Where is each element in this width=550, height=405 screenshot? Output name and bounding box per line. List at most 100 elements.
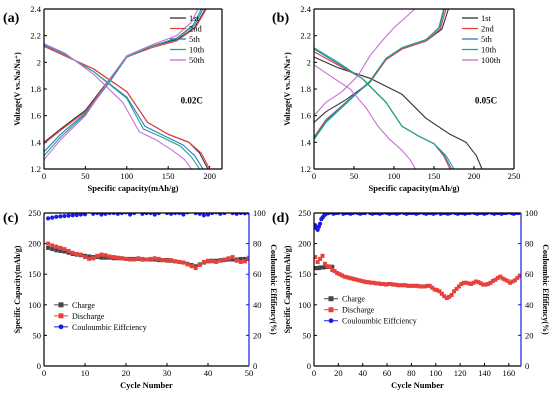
data-point-discharge	[456, 284, 461, 289]
legend-label: 2nd	[189, 24, 203, 34]
data-point-discharge	[332, 269, 337, 274]
y-tick-label: 1.8	[300, 84, 311, 94]
data-point-discharge	[503, 277, 508, 282]
data-point-discharge	[218, 258, 223, 263]
y-tick-label: 2.2	[30, 31, 41, 41]
data-point-discharge	[444, 296, 449, 301]
data-point-discharge	[201, 259, 206, 264]
y-tick-label: 1.4	[30, 137, 41, 147]
data-point-discharge	[342, 274, 347, 279]
data-point-discharge	[347, 275, 352, 280]
x-tick-label: 0	[42, 171, 46, 181]
series-line-1st-discharge	[314, 56, 483, 169]
y-tick-label: 50	[303, 330, 312, 340]
series-line-100th-discharge	[314, 64, 417, 169]
data-point-discharge	[327, 264, 332, 269]
legend-label: Discharge	[72, 312, 105, 321]
legend-marker	[328, 307, 334, 313]
data-point-discharge	[417, 284, 422, 289]
data-point-charge	[103, 255, 108, 260]
legend-label: 2nd	[481, 24, 495, 34]
y-axis-title: Specific Capacity(mAh/g)	[13, 245, 22, 333]
data-point-charge	[46, 245, 51, 250]
data-point-discharge	[91, 256, 96, 261]
legend-label: 10th	[189, 45, 205, 55]
data-point-couloumbic	[128, 213, 133, 217]
data-point-discharge	[374, 281, 379, 286]
data-point-discharge	[483, 282, 488, 287]
x-tick-label: 200	[203, 171, 216, 181]
data-point-couloumbic	[74, 213, 79, 218]
y-right-tick-label: 60	[253, 269, 262, 279]
x-tick-label: 30	[163, 368, 172, 378]
y-tick-label: 1.6	[30, 111, 41, 121]
data-point-charge	[50, 247, 55, 252]
data-point-discharge	[99, 252, 104, 257]
plot-area	[44, 9, 211, 169]
data-point-discharge	[107, 254, 112, 259]
rate-annotation: 0.05C	[475, 95, 497, 105]
panel-a: (a) 0 50 100 150 200 1.2 1.4 1.6 1.8 2 2.2 2.4 Specif…	[3, 4, 223, 193]
data-point-discharge	[386, 281, 391, 286]
data-point-discharge	[165, 258, 169, 263]
data-point-couloumbic	[205, 213, 211, 217]
x-tick-label: 40	[358, 368, 367, 378]
series-line-10th-discharge	[314, 47, 455, 169]
data-point-discharge	[50, 243, 55, 248]
data-point-discharge	[425, 283, 430, 288]
y-right-tick-label: 60	[525, 269, 534, 279]
data-point-discharge	[437, 289, 442, 294]
data-point-discharge	[466, 281, 471, 286]
data-point-couloumbic	[201, 213, 206, 218]
data-point-couloumbic	[58, 214, 63, 219]
data-point-discharge	[430, 285, 435, 290]
data-point-discharge	[46, 241, 51, 246]
y-tick-label: 1.2	[30, 164, 41, 174]
data-point-discharge	[427, 283, 432, 288]
data-point-discharge	[481, 282, 486, 287]
data-point-discharge	[432, 287, 437, 292]
data-point-discharge	[181, 260, 186, 265]
data-point-couloumbic	[66, 213, 71, 218]
data-point-discharge	[247, 255, 249, 260]
x-axis-title: Cycle Number	[120, 380, 173, 390]
data-point-discharge	[74, 252, 79, 257]
data-point-discharge	[349, 276, 354, 281]
data-point-couloumbic	[197, 213, 202, 216]
data-point-discharge	[318, 256, 323, 261]
data-point-discharge	[493, 277, 498, 282]
data-point-discharge	[464, 280, 469, 285]
data-point-discharge	[439, 291, 444, 296]
data-point-discharge	[62, 247, 67, 252]
data-point-discharge	[364, 280, 369, 285]
y-tick-label: 250	[28, 208, 41, 218]
series-line-10th-charge	[44, 9, 202, 157]
rate-annotation: 0.02C	[181, 95, 203, 105]
data-point-discharge	[447, 294, 452, 299]
data-point-discharge	[193, 266, 198, 271]
data-point-discharge	[486, 281, 491, 286]
data-point-discharge	[314, 255, 318, 260]
data-point-discharge	[469, 281, 474, 286]
series-line-5th-discharge	[314, 48, 453, 169]
legend-label: 10th	[481, 45, 497, 55]
data-point-couloumbic	[214, 213, 219, 215]
legend-label: Charge	[342, 295, 365, 304]
y-tick-label: 2.4	[30, 4, 41, 14]
series-line-100th-charge	[314, 9, 416, 117]
y-right-axis-title: Couloumbic Effifiency(%)	[269, 244, 278, 335]
data-point-discharge	[335, 270, 340, 275]
x-tick-label: 50	[245, 368, 254, 378]
x-tick-label: 150	[162, 171, 175, 181]
x-tick-label: 10	[81, 368, 90, 378]
data-point-discharge	[185, 262, 190, 267]
x-tick-label: 0	[312, 171, 316, 181]
y-tick-label: 1.2	[300, 164, 311, 174]
data-point-discharge	[83, 255, 87, 260]
y-tick-label: 200	[298, 239, 311, 249]
data-point-discharge	[337, 272, 342, 277]
data-point-couloumbic	[317, 221, 323, 226]
data-point-couloumbic	[50, 215, 55, 220]
data-point-discharge	[498, 274, 503, 279]
data-point-discharge	[422, 284, 427, 289]
